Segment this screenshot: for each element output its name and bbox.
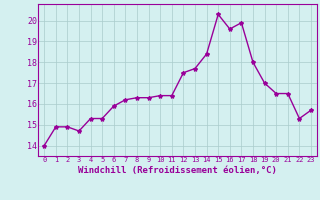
X-axis label: Windchill (Refroidissement éolien,°C): Windchill (Refroidissement éolien,°C) [78,166,277,175]
